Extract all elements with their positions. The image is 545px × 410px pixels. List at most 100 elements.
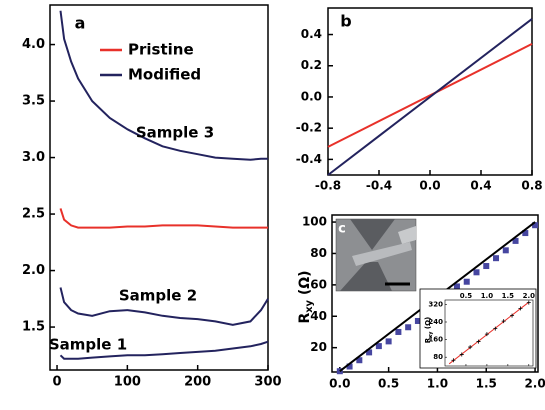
- data-line: [327, 43, 533, 148]
- panel-label: c: [338, 222, 346, 237]
- y-tick-label: 60: [310, 277, 327, 291]
- y-tick-label: 0.4: [301, 27, 322, 41]
- y-tick-label: 1.5: [22, 320, 45, 335]
- x-tick-label: 100: [114, 375, 141, 390]
- data-point: [356, 357, 363, 364]
- x-tick-label: 0.8: [521, 179, 542, 193]
- data-line: [59, 208, 268, 229]
- y-tick-label: 3.5: [22, 94, 45, 109]
- data-point: [468, 345, 473, 350]
- sem-shape: [352, 242, 412, 266]
- data-point: [414, 317, 421, 324]
- axis-title-main: R: [297, 313, 313, 324]
- inset-chart: 0.5 1.0 1.5 2.0 80 160 240 320 Rxy (Ω): [424, 292, 535, 367]
- y-tick-label: 100: [302, 215, 327, 229]
- x-tick-label: -0.8: [315, 179, 341, 193]
- legend-label: Modified: [128, 66, 201, 84]
- y-tick-label: 160: [428, 336, 443, 344]
- axis-title-main: R: [424, 337, 432, 343]
- sem-shape: [350, 219, 395, 250]
- y-tick-label: 320: [428, 300, 443, 308]
- annotation: Sample 3: [136, 124, 214, 142]
- data-point: [522, 230, 529, 237]
- y-tick-label: 4.0: [22, 37, 45, 52]
- data-point: [336, 368, 343, 375]
- x-tick-label: 1.0: [481, 292, 494, 300]
- y-tick-label: 0.0: [301, 89, 322, 103]
- y-tick-label: -0.4: [296, 152, 322, 166]
- panel-label: b: [340, 12, 351, 31]
- data-point: [483, 263, 490, 270]
- x-tick-label: 300: [254, 375, 281, 390]
- x-tick-label: 0.0: [329, 377, 350, 391]
- y-tick-label: 0.2: [301, 58, 322, 72]
- data-point: [451, 358, 456, 363]
- data-point: [346, 363, 353, 370]
- data-point: [405, 324, 412, 331]
- legend-label: Pristine: [128, 41, 194, 59]
- x-tick-label: 0.5: [460, 292, 473, 300]
- data-point: [459, 352, 464, 357]
- inset-frame: [419, 288, 537, 369]
- panel-a: 0 100 200 300 1.5 2.0 2.5 3.0 3.5 4.0 Pristine Modi…: [22, 4, 282, 390]
- y-tick-label: 3.0: [22, 150, 45, 165]
- data-point: [518, 306, 523, 311]
- x-tick-label: 0: [53, 375, 62, 390]
- sem-shape: [398, 226, 416, 244]
- y-tick-label: 40: [310, 309, 327, 323]
- data-point: [366, 349, 373, 356]
- y-tick-label: 2.5: [22, 207, 45, 222]
- axis-title-sub: xy: [304, 299, 315, 312]
- annotation: Sample 1: [49, 336, 127, 354]
- data-line: [59, 10, 268, 161]
- x-tick-label: 1.5: [476, 377, 497, 391]
- data-point: [395, 328, 402, 335]
- x-tick-label: 1.0: [427, 377, 448, 391]
- x-tick-label: 1.5: [502, 292, 515, 300]
- data-point: [476, 339, 481, 344]
- data-point: [385, 338, 392, 345]
- y-tick-label: 2.0: [22, 263, 45, 278]
- data-point: [453, 283, 460, 290]
- data-point: [512, 237, 519, 244]
- x-tick-label: 0.5: [378, 377, 399, 391]
- data-line: [448, 301, 530, 365]
- axis-title-unit: (Ω): [297, 270, 313, 300]
- data-point: [375, 343, 382, 350]
- data-point: [493, 326, 498, 331]
- sem-shape: [340, 262, 392, 291]
- y-tick-label: -0.2: [296, 121, 322, 135]
- data-point: [484, 332, 489, 337]
- axis-title: Rxy (Ω): [424, 317, 434, 344]
- x-tick-label: 0.4: [470, 179, 491, 193]
- plot-frame: [444, 299, 534, 367]
- data-point: [502, 247, 509, 254]
- data-point: [526, 300, 531, 305]
- data-point: [463, 278, 470, 285]
- data-point: [473, 269, 480, 276]
- data-point: [510, 313, 515, 318]
- plot-frame: [327, 7, 533, 176]
- panel-b: -0.8 -0.4 0.0 0.4 0.8 -0.4 -0.2 0.0 0.2 0.4 b: [296, 7, 543, 193]
- axis-title-unit: (Ω): [424, 317, 432, 332]
- axis-title-sub: xy: [428, 331, 434, 338]
- data-line: [59, 287, 269, 326]
- annotation: Sample 2: [119, 287, 197, 305]
- x-tick-label: 200: [184, 375, 211, 390]
- plot-frame: [49, 4, 269, 371]
- x-tick-label: -0.4: [366, 179, 392, 193]
- sem-image: [335, 218, 417, 292]
- x-tick-label: 2.0: [524, 377, 545, 391]
- y-tick-label: 80: [310, 246, 327, 260]
- x-tick-label: 0.0: [419, 179, 440, 193]
- data-point: [501, 319, 506, 324]
- y-tick-label: 240: [428, 318, 443, 326]
- data-point: [532, 222, 539, 229]
- data-line: [59, 340, 269, 360]
- axis-title: Rxy (Ω): [297, 270, 315, 323]
- y-tick-label: 80: [433, 353, 443, 361]
- plot-frame: [331, 214, 539, 373]
- data-line: [327, 18, 533, 176]
- y-tick-label: 20: [310, 340, 327, 354]
